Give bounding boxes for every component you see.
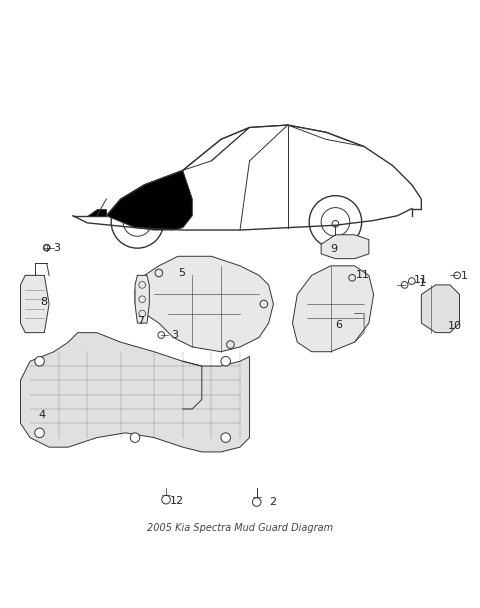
Polygon shape — [292, 266, 373, 351]
Polygon shape — [421, 285, 459, 333]
Text: 1: 1 — [460, 271, 468, 282]
Circle shape — [35, 356, 44, 366]
Text: 7: 7 — [137, 316, 144, 326]
Text: 8: 8 — [40, 297, 48, 306]
Text: 2005 Kia Spectra Mud Guard Diagram: 2005 Kia Spectra Mud Guard Diagram — [147, 523, 333, 533]
Text: 6: 6 — [336, 320, 342, 331]
Polygon shape — [21, 333, 250, 452]
Text: 4: 4 — [38, 410, 46, 420]
Text: 11: 11 — [356, 271, 370, 280]
Circle shape — [221, 356, 230, 366]
Circle shape — [221, 433, 230, 443]
Text: 10: 10 — [447, 322, 462, 331]
Polygon shape — [21, 275, 49, 333]
Text: 3: 3 — [53, 243, 60, 253]
Polygon shape — [87, 209, 107, 216]
Polygon shape — [107, 170, 192, 230]
Circle shape — [35, 428, 44, 438]
Text: 11: 11 — [414, 275, 428, 285]
Polygon shape — [135, 257, 274, 351]
Text: 5: 5 — [178, 268, 185, 278]
Text: 9: 9 — [331, 244, 338, 254]
Text: 12: 12 — [169, 496, 183, 506]
Text: 2: 2 — [269, 497, 276, 507]
Polygon shape — [321, 235, 369, 258]
Text: 3: 3 — [171, 330, 178, 340]
Circle shape — [130, 433, 140, 443]
Text: 1: 1 — [419, 277, 426, 288]
Polygon shape — [135, 275, 149, 323]
